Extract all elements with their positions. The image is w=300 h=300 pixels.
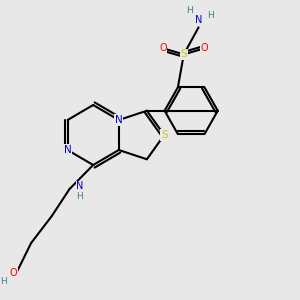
Text: N: N [115,115,123,125]
Text: H: H [207,11,214,20]
Text: N: N [195,15,202,25]
Text: O: O [10,268,17,278]
Text: O: O [159,43,167,53]
Text: S: S [161,130,167,140]
Text: O: O [201,43,208,53]
Text: S: S [181,49,187,59]
Text: N: N [76,181,84,191]
Text: H: H [0,278,6,286]
Text: H: H [186,6,193,15]
Text: N: N [64,145,71,155]
Text: H: H [76,192,83,201]
